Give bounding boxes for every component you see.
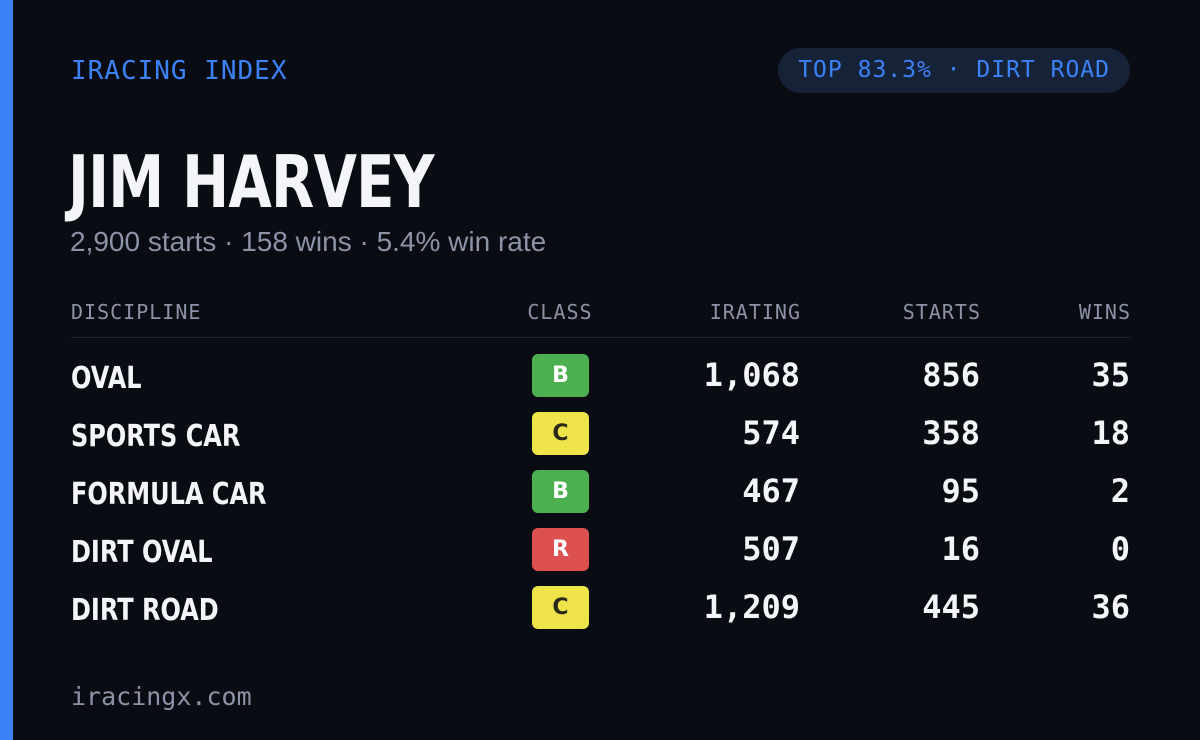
table-row: SPORTS CAR C 574 358 18	[71, 409, 1131, 467]
header-class: CLASS	[527, 300, 593, 324]
table-row: FORMULA CAR B 467 95 2	[71, 467, 1131, 525]
irating-value: 507	[742, 530, 800, 568]
class-badge: B	[532, 470, 589, 513]
wins-value: 36	[1091, 588, 1130, 626]
table-row: DIRT OVAL R 507 16 0	[71, 525, 1131, 583]
driver-summary: 2,900 starts · 158 wins · 5.4% win rate	[70, 226, 547, 257]
table-row: OVAL B 1,068 856 35	[71, 351, 1131, 409]
header-starts: STARTS	[902, 300, 981, 324]
starts-value: 856	[922, 356, 980, 394]
brand-label: IRACING INDEX	[71, 56, 288, 86]
class-badge: C	[532, 586, 589, 629]
starts-value: 445	[922, 588, 980, 626]
driver-name: JIM HARVEY	[68, 140, 434, 224]
header-irating: IRATING	[709, 300, 801, 324]
header-discipline: DISCIPLINE	[71, 300, 202, 324]
discipline-table: OVAL B 1,068 856 35 SPORTS CAR C 574 358…	[71, 351, 1131, 641]
table-row: DIRT ROAD C 1,209 445 36	[71, 583, 1131, 641]
footer-domain[interactable]: iracingx.com	[71, 682, 252, 711]
wins-value: 2	[1110, 472, 1130, 510]
irating-value: 574	[742, 414, 800, 452]
irating-value: 1,209	[703, 588, 800, 626]
table-header: DISCIPLINE CLASS IRATING STARTS WINS	[71, 300, 1131, 338]
discipline-name: SPORTS CAR	[71, 419, 241, 454]
irating-value: 467	[742, 472, 800, 510]
wins-value: 0	[1110, 530, 1130, 568]
rank-pill: TOP 83.3% · DIRT ROAD	[778, 48, 1130, 93]
class-badge: R	[532, 528, 589, 571]
irating-value: 1,068	[703, 356, 800, 394]
discipline-name: FORMULA CAR	[71, 477, 267, 512]
wins-value: 35	[1091, 356, 1130, 394]
discipline-name: OVAL	[71, 361, 142, 396]
starts-value: 95	[941, 472, 980, 510]
header-wins: WINS	[1078, 300, 1131, 324]
discipline-name: DIRT OVAL	[71, 535, 213, 570]
class-badge: B	[532, 354, 589, 397]
discipline-name: DIRT ROAD	[71, 593, 219, 628]
accent-bar	[0, 0, 13, 740]
wins-value: 18	[1091, 414, 1130, 452]
class-badge: C	[532, 412, 589, 455]
starts-value: 16	[941, 530, 980, 568]
starts-value: 358	[922, 414, 980, 452]
